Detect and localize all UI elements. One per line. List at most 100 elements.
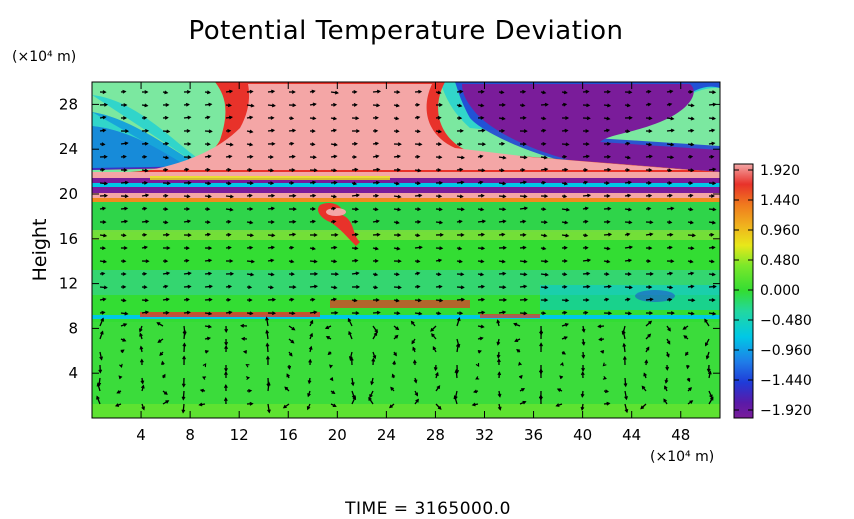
- wind-vector-head: [324, 325, 329, 330]
- wind-vector-head: [227, 232, 232, 237]
- wind-vector-head: [523, 194, 528, 199]
- wind-vector-head: [473, 389, 478, 394]
- wind-vector-head: [458, 142, 463, 147]
- wind-vector-head: [438, 284, 443, 289]
- y-tick-label: 20: [59, 185, 78, 203]
- wind-vector-head: [227, 181, 232, 186]
- wind-vector-head: [459, 89, 464, 94]
- wind-vector-head: [627, 272, 632, 276]
- wind-vector-head: [270, 245, 275, 250]
- wind-vector-head: [670, 311, 675, 315]
- wind-vector-head: [539, 329, 544, 334]
- wind-vector-head: [350, 382, 355, 387]
- wind-vector-head: [522, 180, 528, 185]
- wind-vector-head: [564, 220, 569, 225]
- wind-vector-head: [436, 385, 441, 390]
- wind-vector-head: [563, 102, 568, 107]
- wind-vector-head: [325, 336, 330, 340]
- wind-vector-head: [202, 363, 207, 368]
- wind-vector: [372, 332, 378, 340]
- wind-vector-head: [308, 358, 313, 363]
- wind-vector-head: [334, 310, 339, 315]
- wind-vector-head: [668, 181, 673, 185]
- wind-vector-head: [240, 323, 245, 328]
- wind-vector-head: [496, 354, 501, 359]
- vector-layer: [96, 89, 717, 414]
- wind-vector-head: [290, 259, 295, 264]
- wind-vector-head: [144, 168, 149, 173]
- wind-vector-head: [513, 322, 518, 327]
- wind-vector-head: [417, 298, 422, 303]
- wind-vector: [99, 182, 107, 185]
- wind-vector-head: [122, 89, 127, 94]
- wind-vector-head: [480, 297, 486, 302]
- wind-vector-head: [475, 376, 480, 380]
- wind-vector-head: [602, 376, 607, 380]
- wind-vector: [624, 403, 628, 413]
- wind-vector-head: [374, 193, 380, 198]
- wind-vector-head: [186, 194, 191, 199]
- wind-vector-head: [114, 403, 120, 407]
- wind-vector: [349, 351, 353, 360]
- wind-vector-head: [124, 141, 129, 146]
- wind-vector-head: [333, 102, 338, 107]
- wind-vector-head: [606, 141, 611, 146]
- wind-vector-head: [711, 272, 716, 277]
- wind-vector-head: [668, 297, 673, 302]
- wind-vector-head: [290, 141, 295, 146]
- wind-vector-head: [248, 168, 253, 172]
- wind-vector-head: [688, 387, 693, 391]
- wind-vector-head: [187, 142, 192, 146]
- wind-vector-head: [455, 342, 460, 348]
- wind-vector-head: [599, 350, 605, 354]
- wind-vector-head: [271, 311, 277, 316]
- wind-vector-head: [668, 220, 673, 225]
- wind-vector-head: [604, 389, 610, 394]
- wind-vector-head: [710, 396, 714, 401]
- wind-vector-head: [497, 358, 501, 363]
- wind-vector-head: [647, 206, 652, 211]
- wind-vector-head: [670, 155, 675, 160]
- wind-vector-head: [502, 285, 507, 290]
- wind-vector-head: [198, 402, 203, 407]
- wind-vector-head: [602, 362, 607, 367]
- plot-area: [92, 82, 720, 418]
- wind-vector-head: [565, 207, 571, 212]
- wind-vector-head: [711, 141, 716, 146]
- wind-vector-head: [96, 382, 101, 387]
- wind-vector: [96, 396, 101, 405]
- wind-vector-head: [143, 232, 148, 237]
- wind-vector-head: [333, 168, 338, 173]
- wind-vector-head: [334, 90, 339, 95]
- wind-vector-head: [453, 395, 458, 400]
- x-tick-label: 24: [377, 426, 396, 444]
- field-plume-core: [326, 208, 346, 216]
- wind-vector-head: [563, 310, 568, 315]
- wind-vector-head: [292, 103, 297, 108]
- wind-vector-head: [271, 297, 277, 302]
- wind-vector-head: [206, 90, 211, 95]
- wind-vector-head: [649, 220, 654, 225]
- wind-vector-head: [306, 406, 311, 411]
- wind-vector-head: [375, 219, 380, 224]
- wind-vector-head: [544, 194, 549, 199]
- wind-vector-head: [641, 385, 646, 390]
- wind-vector-head: [518, 374, 523, 379]
- wind-vector-head: [460, 272, 465, 277]
- y-axis-ticks: 4 8 12 16 20 24 28: [59, 95, 720, 382]
- wind-vector-head: [459, 194, 464, 199]
- wind-vector-head: [669, 89, 674, 94]
- wind-vector-head: [586, 103, 591, 108]
- wind-vector-head: [691, 298, 696, 303]
- wind-vector-head: [249, 115, 254, 120]
- wind-vector-head: [645, 346, 650, 351]
- wind-vector: [708, 397, 714, 405]
- wind-vector-head: [229, 207, 234, 212]
- wind-vector-head: [682, 326, 687, 330]
- wind-vector-head: [542, 311, 547, 316]
- wind-vector-head: [159, 352, 164, 357]
- wind-vector-head: [249, 89, 254, 94]
- wind-vector-head: [186, 310, 191, 315]
- wind-vector-head: [157, 339, 162, 343]
- wind-vector-head: [648, 129, 653, 133]
